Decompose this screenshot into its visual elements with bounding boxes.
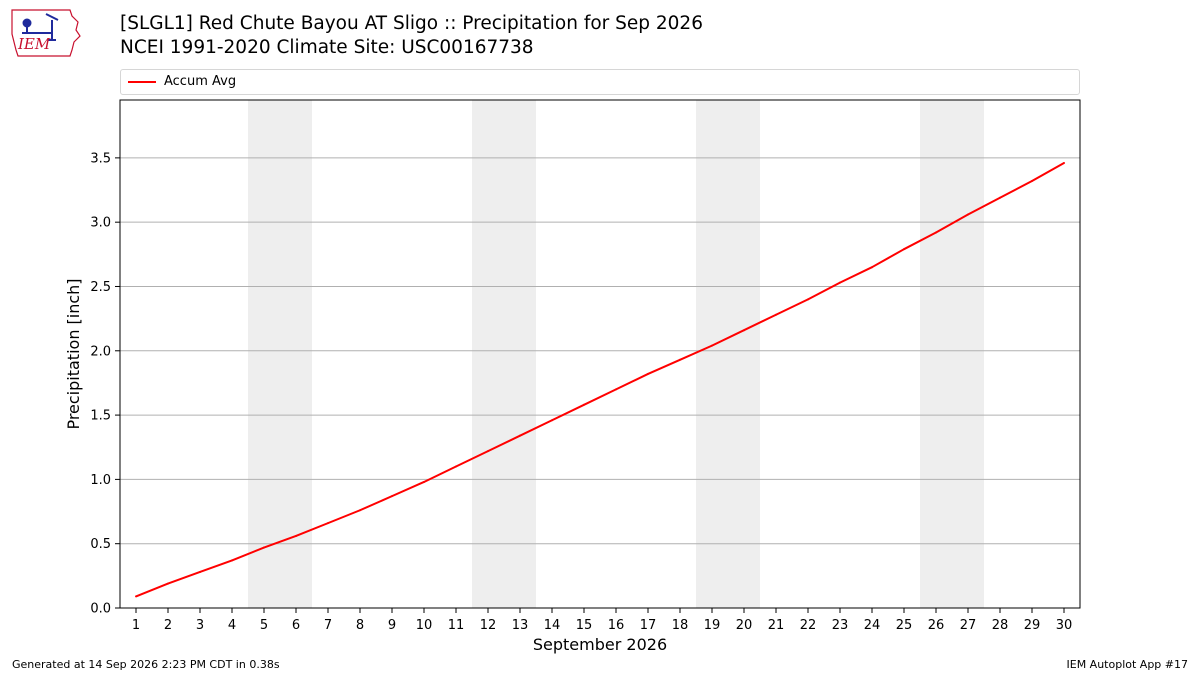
data-point-day-14 [551, 419, 553, 422]
weather-station-icon [22, 13, 59, 41]
x-tick-label-9: 9 [388, 618, 396, 633]
weekend-band-2 [472, 100, 536, 608]
x-axis-label: September 2026 [533, 635, 667, 654]
weekend-band-3 [696, 100, 760, 608]
x-tick-label-23: 23 [832, 618, 849, 633]
data-point-day-16 [615, 388, 617, 391]
x-tick-label-3: 3 [196, 618, 204, 633]
data-point-day-11 [455, 465, 457, 468]
data-point-day-21 [775, 313, 777, 316]
x-tick-label-5: 5 [260, 618, 268, 633]
x-tick-label-7: 7 [324, 618, 332, 633]
chart-title: [SLGL1] Red Chute Bayou AT Sligo :: Prec… [120, 13, 703, 34]
weekend-band-4 [920, 100, 984, 608]
x-tick-label-15: 15 [576, 618, 593, 633]
x-tick-label-17: 17 [640, 618, 657, 633]
data-point-day-30 [1063, 162, 1065, 165]
y-tick-label-0: 0.0 [90, 602, 111, 617]
x-tick-label-2: 2 [164, 618, 172, 633]
x-tick-label-10: 10 [416, 618, 433, 633]
logo-text: IEM [17, 35, 51, 53]
data-point-day-7 [327, 522, 329, 525]
x-tick-label-11: 11 [448, 618, 465, 633]
legend-swatch-accum-avg [128, 81, 156, 83]
iem-logo: IEM [11, 9, 81, 57]
x-tick-label-25: 25 [896, 618, 913, 633]
y-tick-label-5: 2.5 [90, 280, 111, 295]
x-tick-label-24: 24 [864, 618, 881, 633]
x-tick-label-4: 4 [228, 618, 236, 633]
data-point-day-2 [167, 582, 169, 585]
y-axis-label: Precipitation [inch] [64, 278, 83, 429]
y-tick-label-4: 2.0 [90, 344, 111, 359]
y-tick-label-3: 1.5 [90, 409, 111, 424]
x-tick-label-6: 6 [292, 618, 300, 633]
x-tick-label-27: 27 [960, 618, 977, 633]
data-point-day-9 [391, 495, 393, 498]
x-tick-label-18: 18 [672, 618, 689, 633]
data-point-day-17 [647, 372, 649, 375]
data-point-day-4 [231, 559, 233, 562]
x-tick-label-8: 8 [356, 618, 364, 633]
x-tick-label-21: 21 [768, 618, 785, 633]
data-point-day-3 [199, 570, 201, 573]
x-tick-label-16: 16 [608, 618, 625, 633]
data-point-day-13 [519, 434, 521, 437]
x-tick-label-28: 28 [992, 618, 1009, 633]
x-tick-label-26: 26 [928, 618, 945, 633]
x-tick-label-14: 14 [544, 618, 561, 633]
weekend-band-1 [248, 100, 312, 608]
data-point-day-29 [1031, 180, 1033, 183]
chart-legend: Accum Avg [120, 69, 1080, 95]
iowa-outline-icon [11, 9, 81, 57]
y-tick-label-6: 3.0 [90, 216, 111, 231]
x-tick-label-1: 1 [132, 618, 140, 633]
x-tick-label-29: 29 [1024, 618, 1041, 633]
data-point-day-20 [743, 329, 745, 332]
data-point-day-1 [135, 595, 137, 598]
data-point-day-26 [935, 231, 937, 234]
data-point-day-25 [903, 248, 905, 251]
data-point-day-28 [999, 196, 1001, 199]
x-tick-label-20: 20 [736, 618, 753, 633]
x-tick-label-19: 19 [704, 618, 721, 633]
legend-label-accum-avg: Accum Avg [164, 74, 237, 89]
autoplot-app-label: IEM Autoplot App #17 [1066, 658, 1189, 671]
y-tick-label-2: 1.0 [90, 473, 111, 488]
series-line-accum-avg [135, 162, 1065, 598]
data-point-day-5 [263, 546, 265, 549]
data-point-day-24 [871, 266, 873, 269]
data-point-day-8 [359, 509, 361, 512]
data-point-day-12 [487, 450, 489, 453]
data-point-day-10 [423, 480, 425, 483]
data-point-day-22 [807, 298, 809, 301]
x-tick-label-22: 22 [800, 618, 817, 633]
data-point-day-19 [711, 344, 713, 347]
plot-frame [119, 99, 1081, 609]
data-point-day-6 [295, 534, 297, 537]
data-point-day-27 [967, 213, 969, 216]
data-point-day-15 [583, 403, 585, 406]
x-tick-label-30: 30 [1056, 618, 1073, 633]
chart-subtitle: NCEI 1991-2020 Climate Site: USC00167738 [120, 37, 534, 58]
data-point-day-23 [839, 281, 841, 284]
x-tick-label-13: 13 [512, 618, 529, 633]
y-tick-label-7: 3.5 [90, 151, 111, 166]
data-point-day-18 [679, 358, 681, 361]
y-tick-label-1: 0.5 [90, 537, 111, 552]
generated-timestamp: Generated at 14 Sep 2026 2:23 PM CDT in … [12, 658, 280, 671]
x-tick-label-12: 12 [480, 618, 497, 633]
